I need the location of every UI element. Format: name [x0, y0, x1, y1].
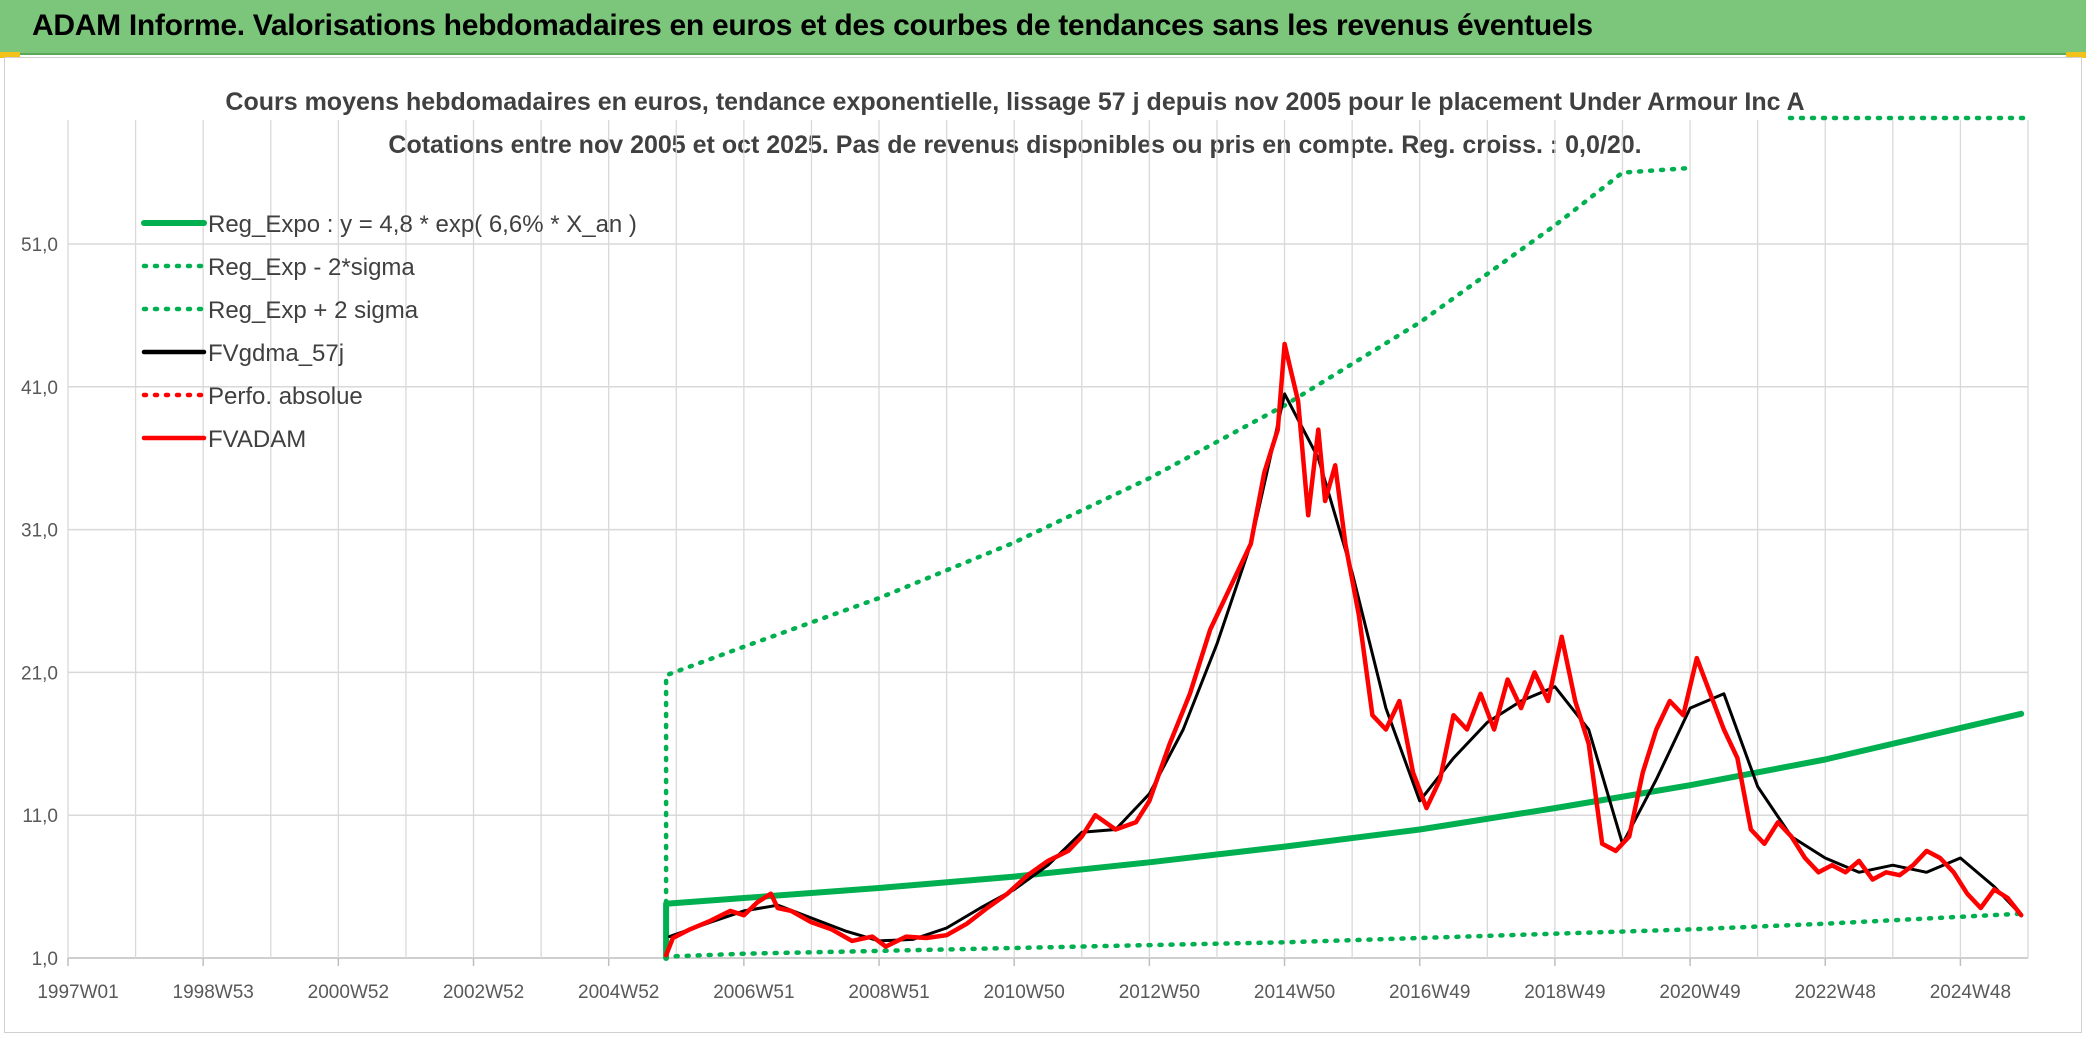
grid-lines	[67, 120, 2029, 959]
x-tick-label: 2008W51	[848, 982, 929, 1003]
y-tick-label: 31,0	[21, 521, 58, 542]
series-line-0	[663, 710, 2025, 961]
x-tick-label: 2010W50	[984, 982, 1065, 1003]
series-line-2	[663, 165, 1693, 961]
x-tick-label: 2016W49	[1389, 982, 1470, 1003]
x-tick-label: 2000W52	[308, 982, 389, 1003]
y-tick-label: 41,0	[21, 378, 58, 399]
axis-tick-labels: 1,0 11,0 21,0 31,0 41,0 51,0 1997W01 1998W53 200…	[21, 235, 2011, 1003]
x-tick-label: 2012W50	[1119, 982, 1200, 1003]
y-tick-label: 1,0	[32, 949, 58, 970]
x-tick-label: 2014W50	[1254, 982, 1335, 1003]
chart-title: Cours moyens hebdomadaires en euros, ten…	[225, 88, 1805, 116]
y-tick-label: 21,0	[21, 663, 58, 684]
chart-subtitle: Cotations entre nov 2005 et oct 2025. Pa…	[388, 131, 1642, 159]
legend-label: Reg_Exp - 2*sigma	[208, 254, 415, 281]
chart-frame	[4, 57, 2082, 1033]
x-tick-label: 2024W48	[1930, 982, 2011, 1003]
x-tick-label: 2006W51	[713, 982, 794, 1003]
corner-marker-left	[0, 52, 20, 58]
report-header: ADAM Informe. Valorisations hebdomadaire…	[0, 0, 2086, 55]
legend-label: Perfo. absolue	[208, 383, 363, 410]
x-tick-label: 2004W52	[578, 982, 659, 1003]
x-tick-label: 2020W49	[1659, 982, 1740, 1003]
x-tick-label: 2002W52	[443, 982, 524, 1003]
corner-marker-right	[2066, 52, 2086, 58]
legend-label: Reg_Exp + 2 sigma	[208, 297, 419, 324]
series-line-5	[663, 341, 2024, 958]
series-lines	[663, 115, 2031, 961]
legend: Reg_Expo : y = 4,8 * exp( 6,6% * X_an ) R…	[141, 211, 637, 453]
report-title: ADAM Informe. Valorisations hebdomadaire…	[32, 9, 1593, 42]
x-tick-label: 2022W48	[1795, 982, 1876, 1003]
legend-label: FVgdma_57j	[208, 340, 344, 367]
x-tick-label: 2018W49	[1524, 982, 1605, 1003]
y-tick-label: 11,0	[22, 806, 58, 827]
y-tick-label: 51,0	[21, 235, 58, 256]
series-line-3	[668, 392, 2016, 943]
x-tick-label: 1998W53	[173, 982, 254, 1003]
series-line-1	[663, 911, 2024, 961]
legend-label: FVADAM	[208, 426, 306, 453]
x-tick-label: 1997W01	[37, 982, 118, 1003]
legend-label: Reg_Expo : y = 4,8 * exp( 6,6% * X_an )	[208, 211, 637, 238]
